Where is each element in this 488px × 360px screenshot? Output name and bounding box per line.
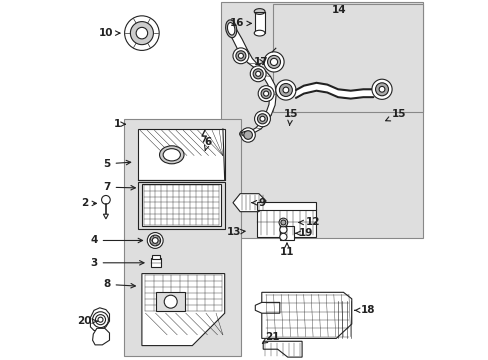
Circle shape [152,238,158,243]
Bar [273,4,422,112]
Polygon shape [263,341,302,357]
Bar [221,2,422,238]
Circle shape [255,71,260,76]
Bar [138,129,224,180]
Text: 2: 2 [81,198,96,208]
Text: 4: 4 [90,235,142,246]
Circle shape [264,52,284,72]
Circle shape [244,131,252,139]
Text: 12: 12 [298,217,320,228]
Text: 6: 6 [203,137,211,150]
Ellipse shape [239,130,252,138]
Circle shape [371,79,391,99]
Ellipse shape [227,23,234,35]
Text: 14: 14 [331,5,346,15]
Text: 15: 15 [385,109,406,121]
Circle shape [149,235,160,246]
Bar [151,258,161,267]
Circle shape [130,22,153,45]
Polygon shape [226,29,276,134]
Ellipse shape [225,20,236,38]
Text: 17: 17 [253,57,267,67]
Circle shape [136,27,147,39]
Circle shape [235,51,245,61]
Text: 18: 18 [354,305,374,315]
Circle shape [257,114,267,124]
Ellipse shape [254,9,264,14]
Circle shape [283,87,288,93]
Circle shape [254,111,270,127]
Circle shape [279,233,286,240]
Circle shape [102,195,110,204]
Circle shape [378,86,384,92]
Circle shape [253,69,263,79]
Bar [142,184,221,226]
Circle shape [238,53,243,58]
Text: 13: 13 [226,227,244,237]
Ellipse shape [159,146,183,164]
Circle shape [241,128,255,142]
Circle shape [279,226,286,233]
Circle shape [260,116,264,121]
Text: 16: 16 [229,18,251,28]
Polygon shape [103,214,108,219]
Text: 21: 21 [262,332,279,343]
Polygon shape [90,308,109,330]
Polygon shape [92,328,109,345]
Circle shape [250,66,265,82]
Circle shape [375,83,387,96]
Text: 19: 19 [295,228,313,238]
Bar [138,182,224,229]
Circle shape [280,220,285,225]
Circle shape [232,48,248,64]
Bar [254,12,265,33]
Bar [156,292,185,311]
Ellipse shape [242,131,249,136]
Bar [257,209,315,237]
Circle shape [279,218,287,227]
Polygon shape [142,274,224,346]
Text: 3: 3 [90,258,143,268]
Text: 8: 8 [103,279,135,289]
Bar [123,119,241,356]
Circle shape [124,16,159,50]
Bar [257,202,315,210]
Text: 7: 7 [103,182,135,192]
Text: 11: 11 [279,243,294,257]
Circle shape [261,89,270,99]
Circle shape [263,91,268,96]
Circle shape [275,80,295,100]
Circle shape [270,58,277,66]
Circle shape [147,233,163,248]
Text: 20: 20 [77,316,97,326]
Text: 9: 9 [252,198,265,208]
Bar [151,255,160,259]
Polygon shape [261,292,351,338]
Ellipse shape [163,149,180,161]
Text: 1: 1 [114,119,125,129]
Polygon shape [255,302,279,313]
Ellipse shape [254,30,264,36]
Bar [279,226,294,240]
Text: 15: 15 [283,109,297,125]
Circle shape [267,55,280,68]
Circle shape [164,295,177,308]
Text: 10: 10 [99,28,120,38]
Text: 5: 5 [103,159,130,169]
Circle shape [258,86,273,102]
Circle shape [279,84,292,96]
Polygon shape [232,194,265,212]
